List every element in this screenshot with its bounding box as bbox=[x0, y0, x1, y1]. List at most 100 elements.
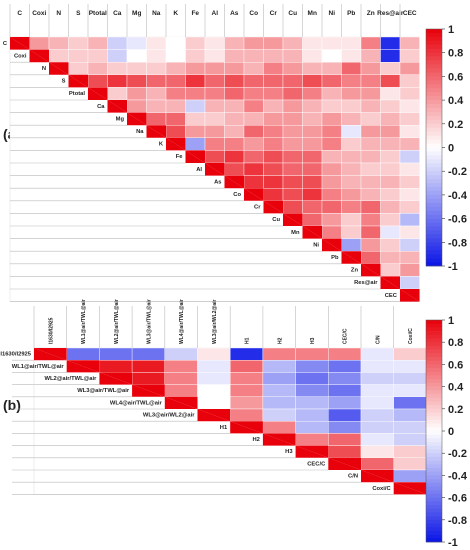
panel-a-cell-na-ni bbox=[321, 124, 342, 138]
panel-a-cell-as-cec bbox=[399, 175, 420, 189]
panel-a-cell-cu-ni bbox=[321, 213, 342, 227]
panel-a-colorbar-segment bbox=[426, 250, 442, 255]
panel-a-cell-c-al bbox=[204, 36, 225, 50]
panel-b-cell-wl3-air-wl2-air-h1 bbox=[229, 408, 264, 422]
panel-a-cell-pb-res-air bbox=[380, 250, 401, 264]
panel-a-cell-s-cu bbox=[282, 74, 303, 88]
panel-a-cell-coxi-ca bbox=[107, 49, 128, 63]
panel-b-cell-wl2-air-twl-air-wl3-air-twl-air bbox=[131, 372, 166, 385]
panel-a-cell-mg-res-air bbox=[380, 112, 401, 126]
panel-b-diag-lower-wl4-air-twl-air bbox=[164, 396, 198, 409]
panel-a-cell-coxi-n bbox=[48, 49, 69, 63]
panel-a-cell-c-fe bbox=[185, 36, 206, 50]
panel-b-colorbar-segment bbox=[426, 434, 442, 439]
panel-a-cell-coxi-zn bbox=[360, 49, 381, 63]
panel-a-colorbar-segment bbox=[426, 155, 442, 160]
panel-a-colorbar-segment bbox=[426, 218, 442, 223]
panel-a-cell-coxi-s bbox=[68, 49, 89, 63]
panel-b-row-label-c-n: C/N bbox=[348, 474, 358, 480]
panel-a-diag-lower-cr bbox=[263, 200, 283, 214]
panel-a-cell-k-al bbox=[204, 137, 225, 151]
panel-b-cell-cec-c-c-n bbox=[360, 457, 394, 471]
panel-a-colorbar-segment bbox=[426, 115, 442, 121]
panel-b-colorbar-segment bbox=[426, 416, 442, 421]
panel-a-colorbar-segment bbox=[426, 40, 442, 46]
panel-a-colorbar-segment bbox=[426, 60, 442, 65]
panel-a-colorbar-segment bbox=[426, 96, 442, 101]
panel-b-row-label-wl3-air-twl-air: WL3@air/TWL@air bbox=[77, 388, 130, 394]
panel-a-colorbar-segment bbox=[426, 68, 442, 73]
panel-a-cell-n-as bbox=[224, 62, 245, 76]
panel-a-cell-n-pb bbox=[341, 62, 362, 76]
panel-a-cell-s-ni bbox=[321, 74, 342, 88]
panel-b-col-label-wl2-air-twl-air: WL2@air/TWL@air bbox=[114, 299, 120, 344]
panel-b-cell-wl4-air-twl-air-h2 bbox=[262, 396, 296, 410]
panel-b-cell-h1-coxi-c bbox=[393, 421, 427, 434]
panel-a-row-label-ni: Ni bbox=[313, 242, 319, 248]
panel-a-cell-al-cr bbox=[263, 162, 284, 176]
panel-b-colorbar-segment bbox=[426, 353, 442, 358]
panel-b-colorbar-segment bbox=[426, 527, 442, 532]
panel-b-colorbar-segment bbox=[426, 431, 442, 435]
panel-a-colorbar-segment bbox=[426, 190, 442, 196]
panel-b-colorbar-segment bbox=[426, 456, 442, 461]
panel-a-col-label-cec: CEC bbox=[403, 10, 417, 17]
panel-a-colorbar-segment bbox=[426, 108, 442, 113]
panel-b-colorbar-segment bbox=[426, 408, 442, 413]
panel-b-diag-lower-h3 bbox=[295, 445, 329, 458]
panel-a-cell-na-mn bbox=[302, 124, 323, 138]
panel-a-diag-as bbox=[224, 175, 244, 189]
panel-a-diag-lower-cec bbox=[400, 289, 420, 302]
panel-a-colorbar-segment bbox=[426, 123, 442, 129]
panel-b-cell-h1-h2 bbox=[262, 421, 296, 434]
panel-a-col-label-n: N bbox=[56, 10, 61, 17]
panel-b-colorbar-tick-label: -0.6 bbox=[448, 493, 467, 505]
panel-a-cell-s-zn bbox=[360, 74, 381, 88]
panel-b-diag-wl4-air-twl-air bbox=[164, 396, 198, 409]
panel-a-cell-al-ni bbox=[321, 162, 342, 176]
panel-a-colorbar-segment bbox=[426, 48, 442, 53]
panel-b-cell-h2-c-n bbox=[360, 433, 394, 446]
panel-a-cell-ptotal-fe bbox=[185, 87, 206, 101]
panel-a-colorbar-segment bbox=[426, 254, 442, 259]
panel-a-col-label-co: Co bbox=[249, 10, 258, 17]
panel-b-diag-lower-c-n bbox=[361, 470, 394, 483]
panel-a-cell-coxi-k bbox=[165, 49, 186, 63]
panel-a-cell-ptotal-ni bbox=[321, 87, 342, 101]
panel-a-labels: C Coxi N S Ptotal Ca Mg Na K Fe Al As Co Cr Cu Mn Ni Pb Zn… bbox=[3, 4, 417, 302]
panel-a-colorbar-segment bbox=[426, 262, 442, 267]
panel-a-cell-ca-cu bbox=[282, 99, 303, 113]
panel-a-col-label-c: C bbox=[17, 10, 22, 17]
panel-b-colorbar-tick-label: 1 bbox=[448, 315, 454, 327]
panel-a-row-label-k: K bbox=[159, 142, 164, 148]
panel-b-col-label-wl3-air-wl2-air: WL3@air/WL2@air bbox=[212, 299, 218, 344]
panel-a-diag-lower-ni bbox=[322, 238, 342, 252]
panel-b-colorbar-segment bbox=[426, 438, 442, 443]
panel-a-cell-c-k bbox=[165, 36, 186, 50]
panel-b-colorbar-segment bbox=[426, 423, 442, 428]
panel-a-cell-c-res-air bbox=[380, 36, 401, 50]
panel-b-row-label-wl3-air-wl2-air: WL3@air/WL2@air bbox=[143, 413, 195, 419]
panel-b-colorbar-segment bbox=[426, 360, 442, 365]
panel-b-col-label-coxi-c: Coxi/C bbox=[408, 328, 414, 344]
panel-a-cell-ptotal-cec bbox=[399, 87, 420, 101]
panel-a-cell-na-pb bbox=[341, 124, 362, 138]
panel-a-colorbar-segment bbox=[426, 135, 442, 140]
panel-a-colorbar-tick-label: 0.4 bbox=[448, 95, 464, 107]
panel-a-diag-lower-co bbox=[244, 188, 264, 201]
panel-a-cell-as-mn bbox=[302, 175, 323, 189]
panel-b-cell-cec-c-coxi-c bbox=[393, 457, 427, 471]
panel-b-col-label-wl1-air-twl-air: WL1@air/TWL@air bbox=[81, 299, 87, 344]
panel-a-colorbar-segment bbox=[426, 194, 442, 200]
panel-b-colorbar-segment bbox=[426, 523, 442, 528]
panel-b-cell-i1630-i2925-h2 bbox=[262, 347, 296, 361]
panel-a-cell-mg-k bbox=[165, 112, 186, 126]
panel-b-diag-lower-wl3-air-wl2-air bbox=[197, 409, 231, 422]
panel-a-diag-lower-s bbox=[68, 74, 88, 88]
panel-a-cell-ptotal-co bbox=[243, 87, 264, 101]
panel-a-row-label-mn: Mn bbox=[291, 230, 300, 236]
panel-b-colorbar-segment bbox=[426, 497, 442, 502]
panel-a-cell-pb-zn bbox=[360, 250, 381, 264]
panel-b-cell-i1630-i2925-wl2-air-twl-air bbox=[99, 347, 133, 361]
panel-b-colorbar-segment bbox=[426, 412, 442, 417]
